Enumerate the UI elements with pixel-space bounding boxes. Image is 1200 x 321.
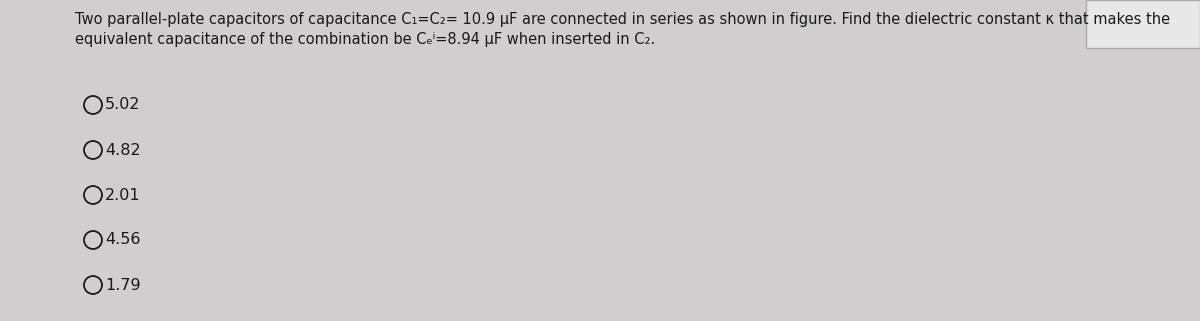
Text: 1.79: 1.79 <box>106 277 140 292</box>
Text: Two parallel-plate capacitors of capacitance C₁=C₂= 10.9 μF are connected in ser: Two parallel-plate capacitors of capacit… <box>74 12 1170 27</box>
Text: 4.56: 4.56 <box>106 232 140 247</box>
Text: 4.82: 4.82 <box>106 143 140 158</box>
FancyBboxPatch shape <box>1086 0 1200 48</box>
Text: 2.01: 2.01 <box>106 187 140 203</box>
Text: 5.02: 5.02 <box>106 98 140 112</box>
Text: equivalent capacitance of the combination be Cₑⁱ=8.94 μF when inserted in C₂.: equivalent capacitance of the combinatio… <box>74 32 655 47</box>
